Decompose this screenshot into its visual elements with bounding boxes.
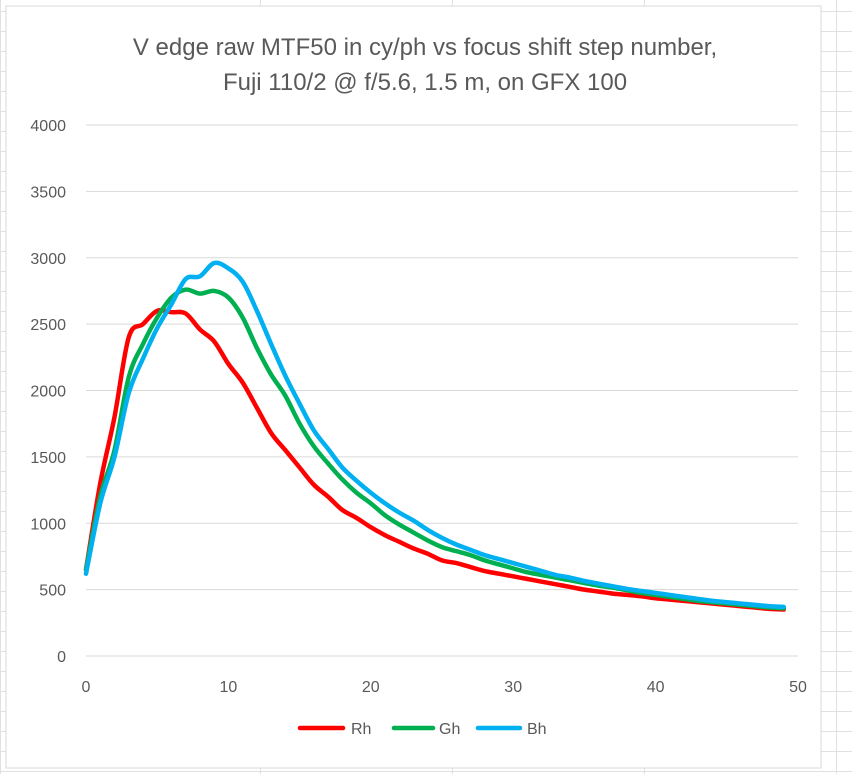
y-tick-label: 1500 <box>30 450 66 467</box>
legend-item-bh: Bh <box>475 721 547 738</box>
x-tick-label: 40 <box>647 679 665 696</box>
x-tick-label: 50 <box>789 679 807 696</box>
y-tick-label: 1000 <box>30 516 66 533</box>
x-axis-tick-labels: 0 10 20 30 40 50 <box>82 679 807 696</box>
legend-label: Bh <box>527 721 547 738</box>
y-gridlines <box>86 124 798 657</box>
legend: Rh Gh Bh <box>297 721 547 738</box>
legend-label: Rh <box>351 721 371 738</box>
y-tick-label: 500 <box>39 583 66 600</box>
chart-area-background <box>5 5 822 769</box>
x-tick-label: 0 <box>82 679 91 696</box>
series-line-rh <box>83 307 787 612</box>
y-tick-label: 2500 <box>30 317 66 334</box>
series-lines <box>83 260 787 612</box>
legend-item-gh: Gh <box>391 721 460 738</box>
chart-title-line-2: Fuji 110/2 @ f/5.6, 1.5 m, on GFX 100 <box>223 69 627 96</box>
y-tick-label: 4000 <box>30 118 66 135</box>
y-axis-tick-labels: 0 500 1000 1500 2000 2500 3000 3500 4000 <box>30 118 66 666</box>
y-tick-label: 0 <box>57 649 66 666</box>
y-tick-label: 3000 <box>30 251 66 268</box>
x-tick-label: 10 <box>220 679 238 696</box>
y-tick-label: 3500 <box>30 184 66 201</box>
chart-title-line-1: V edge raw MTF50 in cy/ph vs focus shift… <box>133 34 717 61</box>
y-tick-label: 2000 <box>30 384 66 401</box>
x-tick-label: 20 <box>362 679 380 696</box>
legend-label: Gh <box>439 721 460 738</box>
series-line-bh <box>83 260 787 610</box>
legend-item-rh: Rh <box>297 721 371 738</box>
x-tick-label: 30 <box>504 679 522 696</box>
